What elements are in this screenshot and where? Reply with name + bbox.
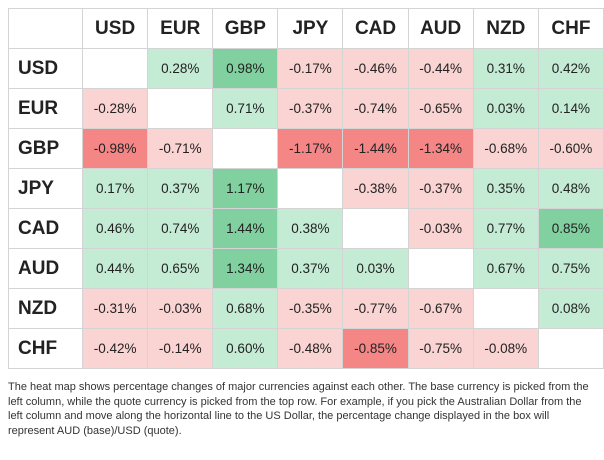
heat-cell: -0.35% xyxy=(277,288,344,329)
heat-cell: 0.67% xyxy=(472,248,539,289)
heatmap-table: USD EUR GBP JPY CAD AUD NZD CHF USD 0.28% 0.98% -0.… xyxy=(7,8,604,369)
heat-cell: -0.68% xyxy=(472,128,539,169)
row-header: CAD xyxy=(7,208,84,249)
heat-cell: -0.03% xyxy=(407,208,474,249)
heat-cell: 0.28% xyxy=(147,48,214,89)
heat-cell: -0.75% xyxy=(407,328,474,369)
heat-cell: 0.17% xyxy=(82,168,149,209)
column-header: USD xyxy=(82,8,149,49)
row-header: NZD xyxy=(7,288,84,329)
column-header: AUD xyxy=(407,8,474,49)
table-row: EUR -0.28% 0.71% -0.37% -0.74% -0.65% 0.03% 0.1… xyxy=(7,88,604,129)
heat-cell: -0.71% xyxy=(147,128,214,169)
heat-cell: 0.71% xyxy=(212,88,279,129)
heat-cell: -1.34% xyxy=(407,128,474,169)
table-row: JPY 0.17% 0.37% 1.17% -0.38% -0.37% 0.35% 0.48% xyxy=(7,168,604,209)
heat-cell: 0.68% xyxy=(212,288,279,329)
heat-cell xyxy=(472,288,539,329)
heat-cell: -0.60% xyxy=(537,128,604,169)
heat-cell: 0.35% xyxy=(472,168,539,209)
heat-cell: 0.37% xyxy=(277,248,344,289)
table-row: USD 0.28% 0.98% -0.17% -0.46% -0.44% 0.31% 0.42… xyxy=(7,48,604,89)
row-header: AUD xyxy=(7,248,84,289)
heat-cell xyxy=(82,48,149,89)
heat-cell: -0.48% xyxy=(277,328,344,369)
heat-cell: -0.37% xyxy=(277,88,344,129)
heat-cell: -0.85% xyxy=(342,328,409,369)
table-row: CHF -0.42% -0.14% 0.60% -0.48% -0.85% -0.75% -0… xyxy=(7,328,604,369)
heat-cell xyxy=(537,328,604,369)
heat-cell: -0.67% xyxy=(407,288,474,329)
heat-cell: 0.98% xyxy=(212,48,279,89)
header-row: USD EUR GBP JPY CAD AUD NZD CHF xyxy=(7,8,604,49)
column-header: NZD xyxy=(472,8,539,49)
heat-cell: -0.03% xyxy=(147,288,214,329)
corner-cell xyxy=(7,8,84,49)
column-header: JPY xyxy=(277,8,344,49)
heat-cell: -0.44% xyxy=(407,48,474,89)
heat-cell: -0.42% xyxy=(82,328,149,369)
heat-cell: -0.08% xyxy=(472,328,539,369)
table-row: CAD 0.46% 0.74% 1.44% 0.38% -0.03% 0.77% 0.85% xyxy=(7,208,604,249)
row-header: JPY xyxy=(7,168,84,209)
heat-cell: 0.31% xyxy=(472,48,539,89)
heat-cell xyxy=(147,88,214,129)
heat-cell: 1.17% xyxy=(212,168,279,209)
heat-cell: 0.46% xyxy=(82,208,149,249)
heat-cell: -0.31% xyxy=(82,288,149,329)
column-header: EUR xyxy=(147,8,214,49)
footnote: The heat map shows percentage changes of… xyxy=(8,381,589,437)
heat-cell: -0.28% xyxy=(82,88,149,129)
heat-cell: -0.98% xyxy=(82,128,149,169)
heat-cell xyxy=(212,128,279,169)
heat-cell: 0.14% xyxy=(537,88,604,129)
column-header: CHF xyxy=(537,8,604,49)
heat-cell: -0.65% xyxy=(407,88,474,129)
heat-cell: 0.42% xyxy=(537,48,604,89)
heat-cell xyxy=(277,168,344,209)
column-header: CAD xyxy=(342,8,409,49)
heat-cell: 0.77% xyxy=(472,208,539,249)
row-header: CHF xyxy=(7,328,84,369)
heat-cell: 0.48% xyxy=(537,168,604,209)
heat-cell xyxy=(342,208,409,249)
heat-cell: 0.65% xyxy=(147,248,214,289)
heat-cell xyxy=(407,248,474,289)
heat-cell: 1.34% xyxy=(212,248,279,289)
heat-cell: 0.60% xyxy=(212,328,279,369)
row-header: USD xyxy=(7,48,84,89)
heat-cell: 1.44% xyxy=(212,208,279,249)
heat-cell: -0.38% xyxy=(342,168,409,209)
row-header: GBP xyxy=(7,128,84,169)
heat-cell: -0.17% xyxy=(277,48,344,89)
heat-cell: 0.44% xyxy=(82,248,149,289)
heat-cell: -0.46% xyxy=(342,48,409,89)
column-header: GBP xyxy=(212,8,279,49)
table-row: NZD -0.31% -0.03% 0.68% -0.35% -0.77% -0.67% 0.… xyxy=(7,288,604,329)
heat-cell: 0.37% xyxy=(147,168,214,209)
table-row: AUD 0.44% 0.65% 1.34% 0.37% 0.03% 0.67% 0.75% xyxy=(7,248,604,289)
heat-cell: -1.44% xyxy=(342,128,409,169)
heat-cell: -0.74% xyxy=(342,88,409,129)
heat-cell: 0.74% xyxy=(147,208,214,249)
heat-cell: 0.08% xyxy=(537,288,604,329)
heat-cell: -0.14% xyxy=(147,328,214,369)
table-row: GBP -0.98% -0.71% -1.17% -1.44% -1.34% -0.68% -… xyxy=(7,128,604,169)
heat-cell: 0.03% xyxy=(472,88,539,129)
heat-cell: 0.75% xyxy=(537,248,604,289)
heat-cell: -0.77% xyxy=(342,288,409,329)
heat-cell: 0.03% xyxy=(342,248,409,289)
heat-cell: 0.85% xyxy=(537,208,604,249)
heat-cell: -1.17% xyxy=(277,128,344,169)
row-header: EUR xyxy=(7,88,84,129)
heat-cell: -0.37% xyxy=(407,168,474,209)
heat-cell: 0.38% xyxy=(277,208,344,249)
